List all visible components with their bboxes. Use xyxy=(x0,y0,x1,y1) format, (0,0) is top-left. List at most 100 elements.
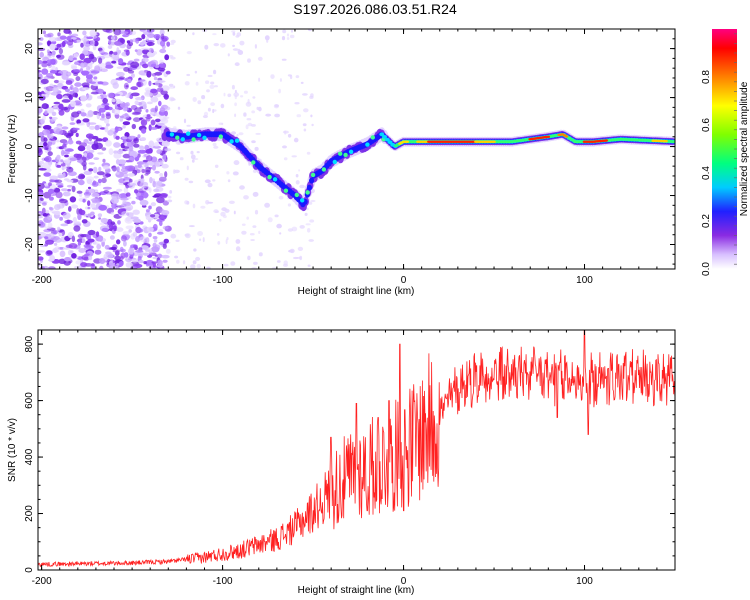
noise-speckle xyxy=(55,73,62,76)
noise-speckle xyxy=(112,82,119,89)
x-tick-label: 100 xyxy=(576,576,593,587)
noise-speckle xyxy=(130,86,138,91)
noise-speckle xyxy=(93,157,100,161)
noise-speckle xyxy=(42,202,47,206)
noise-speckle xyxy=(38,107,43,114)
noise-speckle xyxy=(166,41,171,47)
noise-speckle xyxy=(66,38,71,41)
noise-speckle xyxy=(116,263,120,266)
noise-speckle xyxy=(130,266,138,269)
noise-speckle xyxy=(158,176,167,182)
noise-speckle xyxy=(169,43,175,45)
noise-speckle xyxy=(153,188,160,193)
noise-speckle xyxy=(257,56,263,61)
noise-speckle xyxy=(170,233,177,239)
noise-speckle xyxy=(66,40,74,46)
noise-speckle xyxy=(57,184,64,188)
noise-speckle xyxy=(206,89,210,93)
noise-speckle xyxy=(213,43,220,47)
noise-speckle xyxy=(61,41,66,47)
noise-speckle xyxy=(161,85,170,92)
noise-speckle xyxy=(52,247,58,254)
noise-speckle xyxy=(283,260,288,266)
noise-speckle xyxy=(93,175,99,179)
noise-speckle xyxy=(105,251,112,255)
noise-speckle xyxy=(40,78,49,85)
noise-speckle xyxy=(131,111,141,116)
noise-speckle xyxy=(139,236,147,243)
noise-speckle xyxy=(120,197,129,201)
noise-speckle xyxy=(82,118,90,123)
noise-speckle xyxy=(102,165,110,170)
noise-speckle xyxy=(297,246,304,251)
noise-speckle xyxy=(146,114,151,117)
noise-speckle xyxy=(274,104,279,108)
noise-speckle xyxy=(89,81,96,84)
noise-speckle xyxy=(223,215,227,219)
noise-speckle xyxy=(50,210,57,213)
snr-panel: -200 -100 0 100 0 200 400 600 800 Height of stra… xyxy=(7,329,676,596)
noise-speckle xyxy=(153,34,161,39)
noise-speckle xyxy=(156,196,165,204)
noise-speckle xyxy=(74,61,80,65)
noise-speckle xyxy=(133,117,141,123)
noise-speckle xyxy=(79,53,85,60)
noise-speckle xyxy=(107,45,113,49)
snr-y-label: SNR (10 * v/v) xyxy=(7,418,18,482)
noise-speckle xyxy=(116,71,125,77)
ridge-blob xyxy=(234,138,240,143)
noise-speckle xyxy=(155,118,161,123)
noise-speckle xyxy=(72,127,80,131)
noise-speckle xyxy=(133,58,140,62)
noise-speckle xyxy=(39,141,45,148)
noise-speckle xyxy=(209,84,215,89)
noise-speckle xyxy=(250,239,255,241)
noise-speckle xyxy=(193,248,197,252)
noise-speckle xyxy=(100,68,108,73)
ridge-core-hot xyxy=(546,135,551,138)
noise-speckle xyxy=(58,232,63,237)
noise-speckle xyxy=(42,115,46,121)
noise-speckle xyxy=(299,184,305,189)
noise-speckle xyxy=(80,62,84,69)
noise-speckle xyxy=(205,80,210,84)
spectrogram-x-label: Height of straight line (km) xyxy=(298,286,415,297)
snr-marks xyxy=(38,330,675,568)
noise-speckle xyxy=(148,205,152,210)
noise-speckle xyxy=(303,128,307,132)
noise-speckle xyxy=(182,260,186,265)
noise-speckle xyxy=(126,40,131,44)
noise-speckle xyxy=(87,110,94,117)
noise-speckle xyxy=(48,37,58,42)
noise-speckle xyxy=(131,73,135,78)
noise-speckle xyxy=(245,101,252,107)
noise-speckle xyxy=(88,186,91,190)
ridge-blob xyxy=(348,149,354,154)
noise-speckle xyxy=(120,31,129,34)
noise-speckle xyxy=(287,133,292,138)
noise-speckle xyxy=(195,256,201,262)
noise-speckle xyxy=(38,215,43,219)
noise-speckle xyxy=(113,108,121,116)
noise-speckle xyxy=(295,75,300,79)
noise-speckle xyxy=(133,244,138,249)
noise-speckle xyxy=(169,86,175,89)
noise-speckle xyxy=(305,223,311,226)
noise-speckle xyxy=(41,62,48,68)
noise-speckle xyxy=(84,253,90,256)
noise-speckle xyxy=(126,142,132,147)
ridge-blob xyxy=(283,188,289,193)
noise-speckle xyxy=(299,255,303,261)
noise-speckle xyxy=(159,194,168,199)
noise-speckle xyxy=(276,223,282,229)
noise-speckle xyxy=(38,73,43,80)
noise-speckle xyxy=(234,95,237,100)
noise-speckle xyxy=(81,238,86,244)
noise-speckle xyxy=(52,86,59,93)
noise-speckle xyxy=(274,214,279,218)
noise-speckle xyxy=(191,159,195,163)
noise-speckle xyxy=(68,55,74,61)
noise-speckle xyxy=(238,132,244,136)
noise-speckle xyxy=(125,192,131,197)
noise-speckle xyxy=(163,116,170,120)
